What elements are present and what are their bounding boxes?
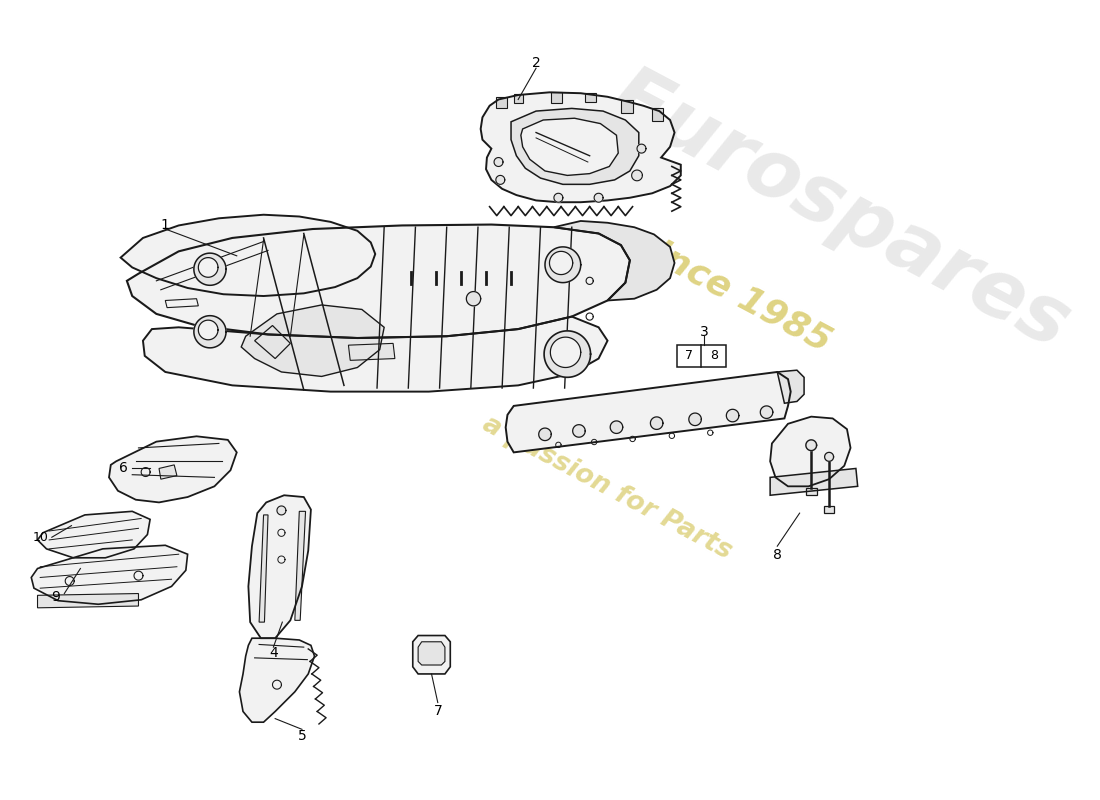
Polygon shape [194,316,226,348]
Polygon shape [481,92,681,202]
Polygon shape [260,515,268,622]
Polygon shape [806,488,816,495]
Text: 8: 8 [710,350,718,362]
Polygon shape [31,546,188,604]
Polygon shape [550,337,581,367]
Polygon shape [126,225,630,338]
Polygon shape [412,635,450,674]
Polygon shape [37,511,150,558]
Polygon shape [544,331,591,378]
Polygon shape [689,413,702,426]
Text: 1: 1 [161,218,169,233]
Text: 4: 4 [270,646,278,660]
Polygon shape [585,94,596,102]
Polygon shape [824,506,835,513]
Polygon shape [240,638,315,722]
Polygon shape [610,421,623,434]
Polygon shape [143,317,607,392]
Polygon shape [295,511,306,620]
Polygon shape [160,465,177,479]
Polygon shape [198,320,218,340]
Polygon shape [277,506,286,515]
Polygon shape [109,436,236,502]
Polygon shape [494,158,503,166]
Polygon shape [726,410,739,422]
Polygon shape [121,214,375,296]
Polygon shape [418,642,444,665]
Text: since 1985: since 1985 [628,226,837,358]
Polygon shape [650,417,663,430]
Polygon shape [241,305,384,377]
Polygon shape [806,440,816,450]
Polygon shape [194,253,226,286]
Polygon shape [544,247,581,282]
Text: 8: 8 [773,548,782,562]
Text: 6: 6 [119,462,128,475]
Text: 3: 3 [700,325,708,338]
Polygon shape [521,118,618,175]
Polygon shape [778,370,804,403]
Polygon shape [637,144,646,153]
Polygon shape [254,326,290,358]
Polygon shape [594,194,603,202]
Text: 10: 10 [32,530,48,544]
Polygon shape [496,175,505,184]
Text: 7: 7 [433,705,442,718]
Polygon shape [539,428,551,441]
Text: 9: 9 [51,590,59,604]
Polygon shape [770,469,858,495]
Polygon shape [496,97,507,107]
Bar [678,345,726,366]
Polygon shape [514,94,522,103]
Polygon shape [37,594,139,608]
Polygon shape [512,109,639,184]
Polygon shape [554,221,674,301]
Polygon shape [652,109,663,121]
Polygon shape [573,425,585,437]
Polygon shape [349,343,395,360]
Polygon shape [760,406,773,418]
Polygon shape [770,417,850,486]
Polygon shape [554,194,563,202]
Polygon shape [551,92,562,103]
Polygon shape [249,495,311,638]
Polygon shape [825,452,834,462]
Polygon shape [506,372,791,452]
Text: 7: 7 [685,350,693,362]
Polygon shape [620,100,634,113]
Polygon shape [550,251,573,274]
Text: 5: 5 [298,730,307,743]
Text: Eurospares: Eurospares [596,57,1084,365]
Polygon shape [466,291,481,306]
Text: a passion for Parts: a passion for Parts [478,411,737,565]
Text: 2: 2 [531,56,540,70]
Polygon shape [631,170,642,181]
Polygon shape [198,258,218,278]
